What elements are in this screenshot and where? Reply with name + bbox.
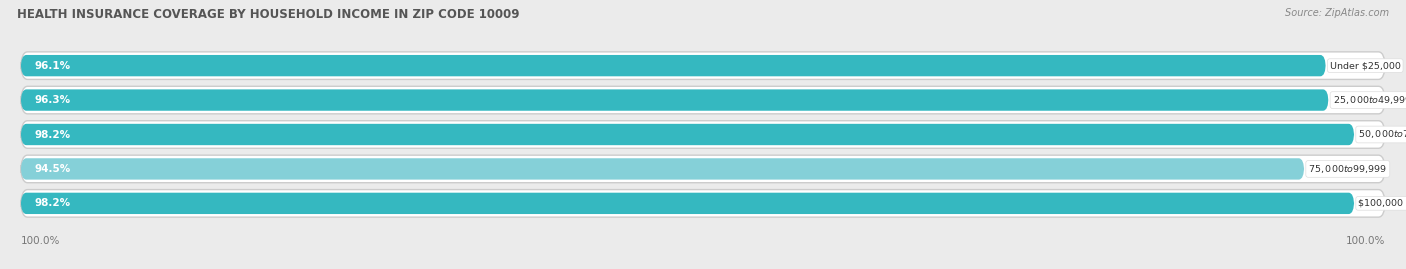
FancyBboxPatch shape (21, 158, 1305, 180)
Text: 100.0%: 100.0% (21, 236, 60, 246)
Text: 94.5%: 94.5% (34, 164, 70, 174)
FancyBboxPatch shape (21, 121, 1385, 148)
FancyBboxPatch shape (21, 193, 1354, 214)
Text: 96.1%: 96.1% (34, 61, 70, 71)
Text: Under $25,000: Under $25,000 (1330, 61, 1400, 70)
FancyBboxPatch shape (21, 89, 1329, 111)
Text: 98.2%: 98.2% (34, 129, 70, 140)
FancyBboxPatch shape (21, 52, 1385, 79)
FancyBboxPatch shape (21, 155, 1385, 183)
Text: HEALTH INSURANCE COVERAGE BY HOUSEHOLD INCOME IN ZIP CODE 10009: HEALTH INSURANCE COVERAGE BY HOUSEHOLD I… (17, 8, 519, 21)
FancyBboxPatch shape (21, 190, 1385, 217)
Text: $100,000 and over: $100,000 and over (1358, 199, 1406, 208)
FancyBboxPatch shape (21, 124, 1354, 145)
Text: 98.2%: 98.2% (34, 198, 70, 208)
Text: Source: ZipAtlas.com: Source: ZipAtlas.com (1285, 8, 1389, 18)
FancyBboxPatch shape (21, 55, 1326, 76)
Text: 100.0%: 100.0% (1346, 236, 1385, 246)
Text: $75,000 to $99,999: $75,000 to $99,999 (1308, 163, 1388, 175)
Text: $25,000 to $49,999: $25,000 to $49,999 (1333, 94, 1406, 106)
FancyBboxPatch shape (21, 86, 1385, 114)
Text: $50,000 to $74,999: $50,000 to $74,999 (1358, 129, 1406, 140)
Text: 96.3%: 96.3% (34, 95, 70, 105)
